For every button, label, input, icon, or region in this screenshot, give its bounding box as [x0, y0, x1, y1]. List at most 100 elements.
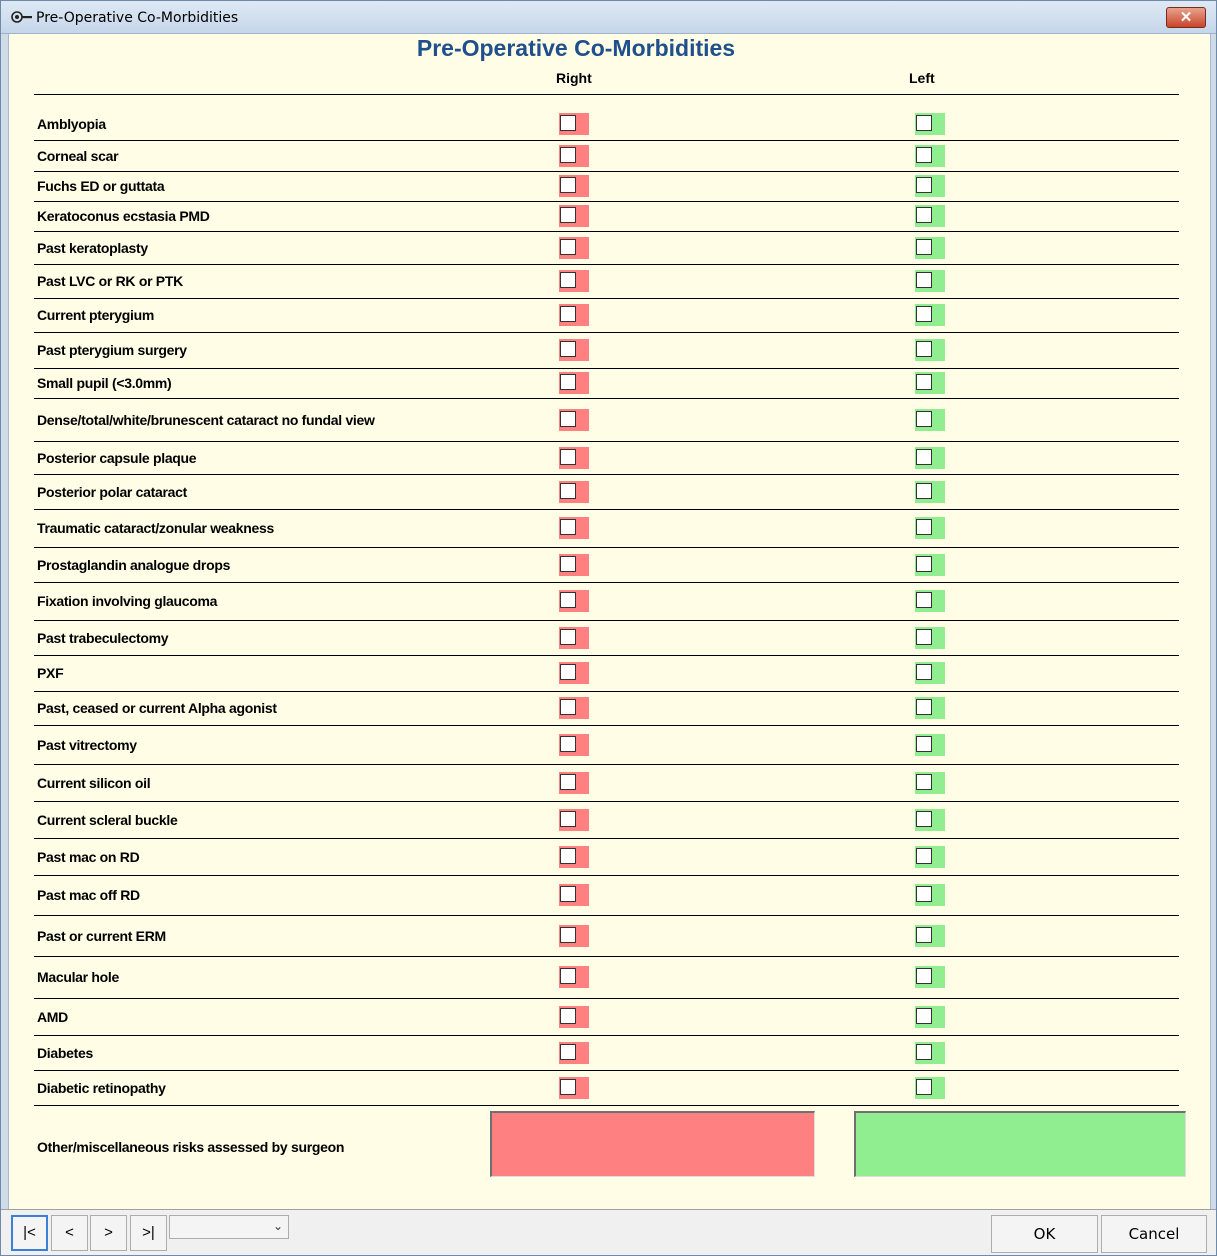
comorbidity-label: Past trabeculectomy — [37, 630, 169, 646]
left-eye-checkbox[interactable] — [915, 772, 945, 794]
left-eye-checkbox[interactable] — [915, 113, 945, 135]
checkbox-box — [916, 592, 932, 608]
left-eye-checkbox[interactable] — [915, 627, 945, 649]
checkbox-box — [916, 239, 932, 255]
window-title: Pre-Operative Co-Morbidities — [36, 10, 239, 26]
right-eye-checkbox[interactable] — [559, 1006, 589, 1028]
right-eye-checkbox[interactable] — [559, 270, 589, 292]
checkbox-box — [916, 177, 932, 193]
comorbidity-label: PXF — [37, 665, 64, 681]
comorbidity-label: Past or current ERM — [37, 928, 166, 944]
comorbidity-label: Posterior polar cataract — [37, 484, 187, 500]
checkbox-box — [916, 207, 932, 223]
comorbidity-label: Diabetes — [37, 1045, 93, 1061]
left-eye-checkbox[interactable] — [915, 884, 945, 906]
right-eye-checkbox[interactable] — [559, 772, 589, 794]
left-eye-checkbox[interactable] — [915, 809, 945, 831]
left-eye-checkbox[interactable] — [915, 517, 945, 539]
left-eye-checkbox[interactable] — [915, 554, 945, 576]
left-eye-checkbox[interactable] — [915, 1077, 945, 1099]
cancel-button[interactable]: Cancel — [1101, 1215, 1207, 1253]
right-eye-checkbox[interactable] — [559, 1077, 589, 1099]
right-eye-checkbox[interactable] — [559, 372, 589, 394]
checkbox-box — [560, 664, 576, 680]
comorbidity-label: Dense/total/white/brunescent cataract no… — [37, 412, 375, 428]
right-eye-checkbox[interactable] — [559, 304, 589, 326]
window-frame-left — [1, 34, 9, 1209]
comorbidity-label: Past LVC or RK or PTK — [37, 273, 183, 289]
checkbox-box — [916, 736, 932, 752]
checkbox-box — [916, 519, 932, 535]
comorbidity-row: Keratoconus ecstasia PMD — [34, 202, 1179, 232]
checkbox-box — [560, 968, 576, 984]
right-eye-checkbox[interactable] — [559, 481, 589, 503]
right-eye-checkbox[interactable] — [559, 1042, 589, 1064]
left-eye-checkbox[interactable] — [915, 734, 945, 756]
left-eye-checkbox[interactable] — [915, 237, 945, 259]
left-eye-checkbox[interactable] — [915, 447, 945, 469]
right-eye-checkbox[interactable] — [559, 734, 589, 756]
right-eye-checkbox[interactable] — [559, 517, 589, 539]
misc-risks-right-field[interactable] — [490, 1111, 815, 1177]
right-eye-checkbox[interactable] — [559, 925, 589, 947]
checkbox-box — [916, 341, 932, 357]
right-eye-checkbox[interactable] — [559, 205, 589, 227]
left-eye-checkbox[interactable] — [915, 145, 945, 167]
checkbox-box — [560, 341, 576, 357]
right-eye-checkbox[interactable] — [559, 237, 589, 259]
misc-risks-left-field[interactable] — [854, 1111, 1186, 1177]
comorbidity-label: Current pterygium — [37, 307, 155, 323]
comorbidity-row: Past mac on RD — [34, 839, 1179, 876]
left-eye-checkbox[interactable] — [915, 1006, 945, 1028]
comorbidity-label: Past mac on RD — [37, 849, 140, 865]
comorbidity-row: Past or current ERM — [34, 916, 1179, 957]
left-eye-checkbox[interactable] — [915, 697, 945, 719]
left-eye-checkbox[interactable] — [915, 372, 945, 394]
left-eye-checkbox[interactable] — [915, 205, 945, 227]
left-eye-checkbox[interactable] — [915, 925, 945, 947]
right-eye-checkbox[interactable] — [559, 662, 589, 684]
left-eye-checkbox[interactable] — [915, 966, 945, 988]
right-eye-checkbox[interactable] — [559, 809, 589, 831]
left-eye-checkbox[interactable] — [915, 409, 945, 431]
right-eye-checkbox[interactable] — [559, 966, 589, 988]
right-eye-checkbox[interactable] — [559, 590, 589, 612]
last-record-button[interactable]: >| — [130, 1215, 167, 1251]
right-eye-checkbox[interactable] — [559, 554, 589, 576]
left-eye-checkbox[interactable] — [915, 1042, 945, 1064]
next-record-button[interactable]: > — [90, 1215, 127, 1251]
left-eye-checkbox[interactable] — [915, 481, 945, 503]
title-bar[interactable]: Pre-Operative Co-Morbidities ✕ — [1, 1, 1216, 34]
record-select[interactable]: ⌄ — [169, 1215, 289, 1239]
right-eye-checkbox[interactable] — [559, 697, 589, 719]
checkbox-box — [560, 115, 576, 131]
first-record-button[interactable]: |< — [11, 1215, 48, 1251]
comorbidity-row: Past vitrectomy — [34, 726, 1179, 765]
close-button[interactable]: ✕ — [1166, 7, 1206, 28]
right-eye-checkbox[interactable] — [559, 175, 589, 197]
ok-button[interactable]: OK — [991, 1215, 1098, 1253]
checkbox-box — [560, 736, 576, 752]
right-eye-checkbox[interactable] — [559, 339, 589, 361]
comorbidity-row: Fixation involving glaucoma — [34, 583, 1179, 621]
left-eye-checkbox[interactable] — [915, 175, 945, 197]
left-eye-checkbox[interactable] — [915, 590, 945, 612]
right-eye-checkbox[interactable] — [559, 846, 589, 868]
right-eye-checkbox[interactable] — [559, 447, 589, 469]
left-eye-checkbox[interactable] — [915, 304, 945, 326]
comorbidity-row: Diabetic retinopathy — [34, 1071, 1179, 1106]
left-eye-checkbox[interactable] — [915, 339, 945, 361]
comorbidity-label: Keratoconus ecstasia PMD — [37, 208, 210, 224]
comorbidity-label: Current scleral buckle — [37, 812, 178, 828]
right-eye-checkbox[interactable] — [559, 409, 589, 431]
right-eye-checkbox[interactable] — [559, 113, 589, 135]
left-eye-checkbox[interactable] — [915, 662, 945, 684]
previous-record-button[interactable]: < — [51, 1215, 88, 1251]
left-eye-checkbox[interactable] — [915, 270, 945, 292]
right-eye-checkbox[interactable] — [559, 145, 589, 167]
right-eye-checkbox[interactable] — [559, 884, 589, 906]
left-eye-checkbox[interactable] — [915, 846, 945, 868]
right-eye-checkbox[interactable] — [559, 627, 589, 649]
chevron-down-icon: ⌄ — [272, 1219, 283, 1233]
